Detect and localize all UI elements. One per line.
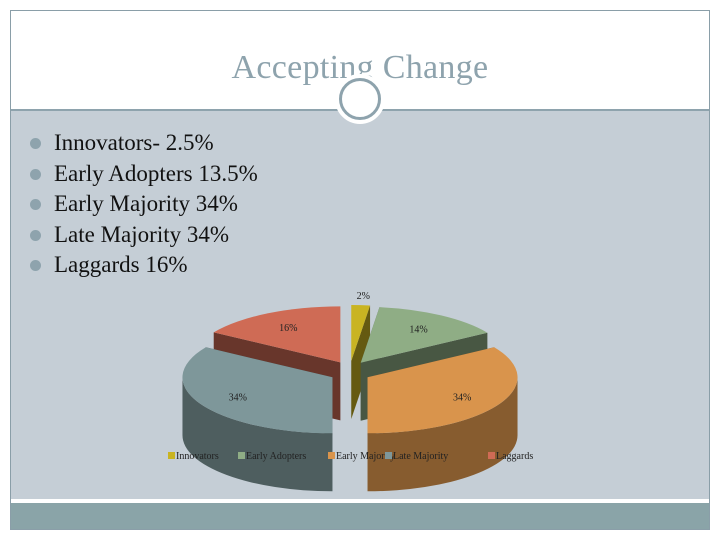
pie-slice-early-majority bbox=[367, 347, 518, 492]
slice-outer-wall bbox=[182, 377, 333, 492]
bullet-text: Late Majority 34% bbox=[54, 221, 230, 247]
bullet-dot-icon bbox=[30, 168, 41, 180]
pie-slice-innovators bbox=[351, 305, 371, 420]
legend-item: Early Adopters bbox=[238, 451, 306, 462]
slice-side-wall bbox=[351, 305, 371, 420]
bullet-list: Innovators- 2.5% Early Adopters 13.5% Ea… bbox=[28, 128, 258, 281]
slice-top bbox=[182, 347, 333, 434]
legend-item: Late Majority bbox=[385, 451, 448, 462]
bullet-item: Innovators- 2.5% bbox=[28, 128, 258, 159]
bullet-text: Early Adopters 13.5% bbox=[54, 160, 258, 186]
bullet-dot-icon bbox=[30, 138, 41, 149]
data-label: 2% bbox=[357, 291, 370, 302]
legend-swatch bbox=[385, 452, 392, 459]
bullet-item: Laggards 16% bbox=[28, 250, 258, 281]
content-area bbox=[11, 111, 709, 499]
pie-slice-late-majority bbox=[182, 347, 333, 492]
slice-top bbox=[367, 347, 518, 434]
legend-swatch bbox=[328, 452, 335, 459]
data-label: 34% bbox=[453, 393, 471, 404]
data-label: 14% bbox=[409, 325, 427, 336]
bullet-dot-icon bbox=[30, 229, 41, 241]
circle-ring-icon bbox=[339, 78, 381, 120]
slice-top bbox=[351, 305, 371, 362]
footer-bar bbox=[11, 503, 709, 529]
bullet-item: Early Adopters 13.5% bbox=[28, 159, 258, 190]
legend-label: Late Majority bbox=[393, 451, 449, 462]
bullet-text: Early Majority 34% bbox=[54, 191, 238, 216]
slice-outer-wall bbox=[367, 377, 518, 492]
data-label: 34% bbox=[229, 393, 247, 404]
legend-item: Innovators bbox=[168, 451, 219, 462]
legend-swatch bbox=[238, 452, 245, 459]
legend-item: Laggards bbox=[488, 451, 533, 462]
bullet-dot-icon bbox=[30, 199, 41, 210]
slice-top bbox=[213, 306, 341, 363]
bullet-item: Early Majority 34% bbox=[28, 189, 258, 220]
legend-item: Early Majority bbox=[328, 451, 395, 462]
slice-top bbox=[360, 307, 488, 363]
legend-label: Innovators bbox=[176, 451, 219, 462]
bullet-dot-icon bbox=[30, 260, 41, 271]
data-label: 16% bbox=[279, 323, 297, 334]
legend-label: Laggards bbox=[496, 451, 534, 462]
legend-swatch bbox=[168, 452, 175, 459]
bullet-item: Late Majority 34% bbox=[28, 220, 258, 251]
legend-label: Early Adopters bbox=[246, 451, 307, 462]
legend-swatch bbox=[488, 452, 495, 459]
bullet-text: Innovators- 2.5% bbox=[54, 130, 214, 155]
legend-label: Early Majority bbox=[336, 451, 396, 462]
bullet-text: Laggards 16% bbox=[54, 252, 188, 277]
